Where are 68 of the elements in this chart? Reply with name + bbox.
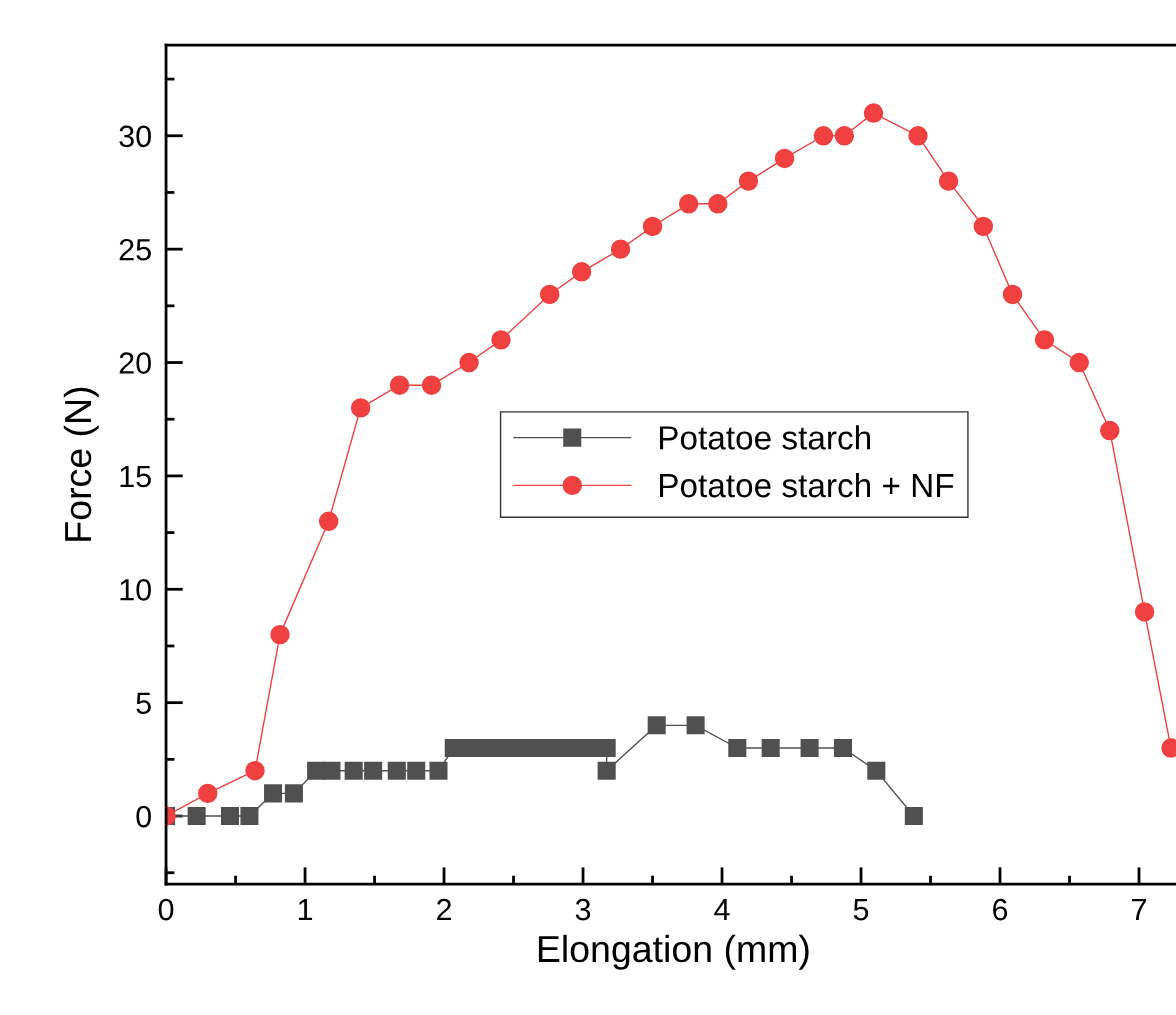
point — [938, 171, 959, 191]
y-tick-label: 30 — [119, 125, 151, 148]
point — [813, 126, 834, 146]
point — [833, 738, 852, 758]
point — [761, 738, 780, 758]
x-tick-label: 7 — [1132, 899, 1146, 921]
x-tick-label: 3 — [575, 898, 591, 921]
point — [571, 262, 592, 282]
point — [834, 126, 855, 146]
point — [738, 171, 759, 191]
x-tick-label: 5 — [853, 899, 869, 921]
point — [904, 807, 923, 826]
point — [350, 398, 371, 418]
point — [264, 784, 283, 803]
point — [245, 760, 265, 781]
point — [647, 716, 666, 735]
point — [344, 761, 363, 780]
point — [708, 194, 728, 214]
point — [1069, 352, 1089, 373]
x-tick-label: 6 — [993, 898, 1008, 921]
point — [678, 194, 699, 214]
point — [1100, 420, 1120, 441]
point — [387, 761, 406, 780]
point — [800, 738, 819, 758]
point — [1002, 284, 1023, 305]
point — [1034, 330, 1055, 350]
point — [505, 738, 524, 758]
point — [187, 807, 206, 826]
point — [459, 352, 479, 373]
y-tick-label: 20 — [119, 352, 151, 374]
point — [867, 761, 886, 780]
point — [686, 716, 705, 735]
y-tick-label: 5 — [136, 692, 151, 715]
point — [364, 761, 383, 780]
point — [539, 284, 560, 305]
point — [322, 761, 341, 780]
point — [198, 783, 218, 804]
point — [973, 216, 994, 237]
point — [429, 761, 448, 780]
point — [642, 216, 663, 237]
point — [1134, 602, 1155, 622]
y-tick-label: 15 — [120, 465, 151, 488]
y-tick-label: 0 — [136, 805, 151, 828]
point — [240, 807, 259, 826]
point — [908, 126, 928, 146]
point — [774, 148, 795, 169]
point — [863, 103, 884, 123]
point — [284, 784, 303, 803]
point — [597, 761, 616, 780]
x-tick-label: 4 — [714, 899, 730, 921]
point — [318, 511, 339, 531]
point — [389, 375, 410, 395]
x-axis-title: Elongation (mm) — [538, 934, 809, 970]
point — [407, 761, 426, 780]
point — [728, 738, 747, 758]
point — [270, 624, 290, 645]
y-tick-label: 10 — [120, 579, 151, 601]
point — [421, 375, 442, 395]
x-tick-label: 0 — [158, 898, 174, 921]
x-tick-label: 2 — [437, 898, 451, 921]
y-axis-title: Force (N) — [63, 387, 99, 541]
y-tick-label: 25 — [119, 238, 151, 261]
point — [220, 807, 240, 826]
legend-label: Potatoe starch + NF — [659, 472, 954, 498]
legend-label: Potatoe starch — [659, 425, 871, 450]
point — [491, 330, 511, 350]
x-tick-label: 1 — [298, 899, 313, 921]
point — [610, 239, 631, 259]
